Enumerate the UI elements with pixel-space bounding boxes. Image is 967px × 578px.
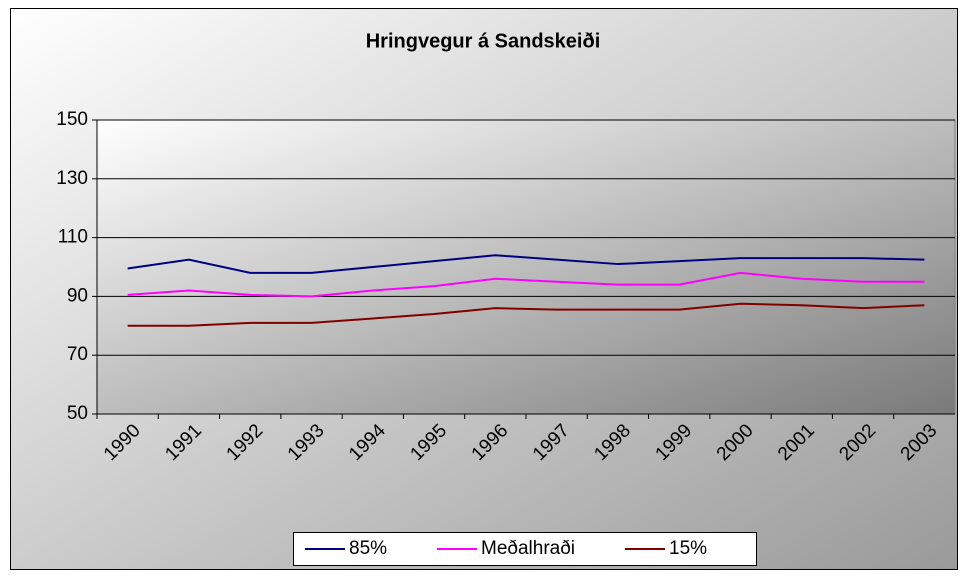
y-tick-label: 130: [56, 168, 88, 189]
series-line: [127, 254, 925, 274]
series-line: [127, 271, 925, 298]
legend: [293, 532, 757, 566]
series-line: [127, 302, 925, 327]
y-tick-label: 150: [56, 109, 88, 130]
legend-label: Meðalhraði: [481, 538, 575, 559]
y-tick-label: 50: [67, 403, 88, 424]
y-tick-label: 110: [58, 227, 88, 248]
y-tick-label: 70: [67, 344, 88, 365]
legend-label: 15%: [669, 538, 707, 559]
legend-label: 85%: [349, 538, 387, 559]
y-tick-label: 90: [67, 285, 88, 306]
chart-title: Hringvegur á Sandskeiði: [366, 30, 601, 52]
plot-area: [96, 119, 956, 415]
